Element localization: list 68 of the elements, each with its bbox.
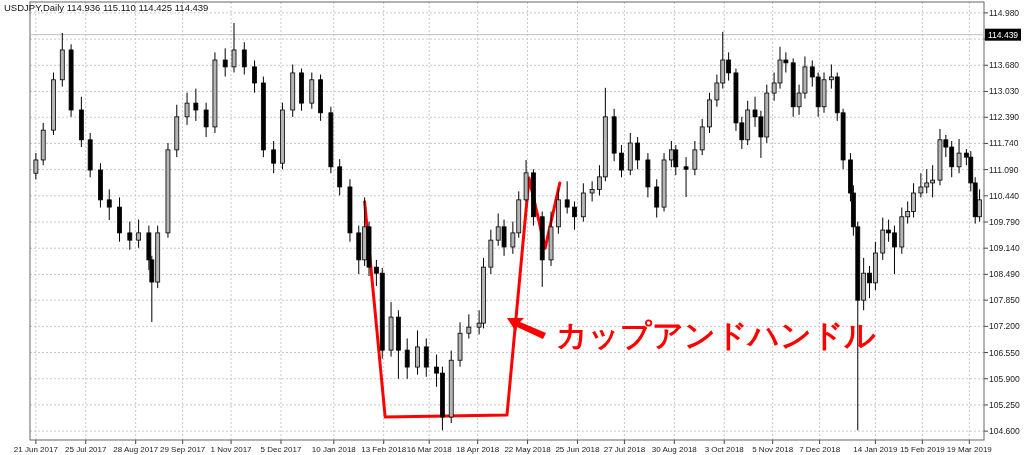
candlestick (309, 72, 315, 110)
candlestick (184, 92, 190, 126)
candlestick (673, 144, 679, 176)
x-tick-label: 25 Jul 2017 (65, 445, 107, 454)
x-tick-label: 7 Dec 2018 (799, 445, 841, 454)
candlestick (589, 180, 595, 202)
x-tick-label: 28 Aug 2017 (113, 445, 159, 454)
y-tick-label: 109.790 (989, 217, 1020, 228)
candlestick (580, 182, 586, 223)
candlestick (692, 140, 698, 176)
y-tick-label: 111.740 (989, 138, 1019, 149)
candlestick (423, 337, 429, 378)
x-tick-label: 13 Feb 2018 (361, 445, 407, 454)
y-tick-label: 111.090 (989, 164, 1019, 175)
y-tick-label: 110.440 (989, 190, 1020, 201)
candlestick (564, 180, 570, 215)
candlestick (635, 136, 641, 170)
candlestick (404, 337, 410, 380)
candlestick (33, 152, 39, 180)
y-tick-label: 114.980 (989, 7, 1020, 18)
candlestick (699, 118, 705, 156)
x-tick-label: 3 Oct 2018 (704, 445, 745, 454)
candlestick (203, 102, 209, 138)
candlestick (466, 313, 472, 339)
candlestick (222, 47, 228, 78)
x-tick-label: 14 Jan 2019 (853, 445, 898, 454)
candlestick (136, 219, 142, 249)
x-tick-label: 21 Jun 2017 (13, 445, 59, 454)
y-tick-label: 112.390 (989, 112, 1020, 123)
candlestick (668, 140, 674, 168)
candlestick (415, 329, 420, 376)
x-tick-label: 25 Jun 2018 (555, 445, 601, 454)
candlestick (241, 41, 247, 76)
ref-line-label: 114.439 (988, 29, 1019, 40)
x-tick-label: 10 Jan 2018 (311, 445, 357, 454)
y-tick-label: 113.030 (989, 86, 1020, 97)
candlestick (252, 59, 257, 94)
x-tick-label: 22 May 2018 (504, 445, 552, 454)
candlestick (193, 88, 199, 122)
y-tick-label: 107.200 (989, 321, 1020, 332)
x-tick-label: 27 Jul 2018 (603, 445, 646, 454)
x-tick-label: 18 Apr 2018 (456, 445, 500, 454)
candlestick (619, 144, 624, 178)
x-tick-label: 16 Mar 2018 (406, 445, 453, 454)
candlestick (572, 200, 577, 231)
chart-title: USDJPY,Daily 114.936 115.110 114.425 114.439 (4, 2, 209, 13)
x-tick-label: 30 Aug 2018 (651, 445, 698, 454)
x-tick-label: 15 Feb 2019 (899, 445, 946, 454)
candlestick (271, 140, 277, 174)
y-tick-label: 107.850 (989, 295, 1020, 306)
candlestick (337, 158, 343, 196)
x-tick-label: 5 Dec 2017 (260, 445, 302, 454)
x-tick-label: 1 Nov 2017 (210, 445, 253, 454)
candlestick (956, 138, 962, 174)
y-tick-label: 108.490 (989, 269, 1020, 280)
y-tick-label: 104.600 (989, 426, 1020, 437)
y-tick-label: 105.250 (989, 399, 1020, 410)
y-tick-label: 113.680 (989, 60, 1020, 71)
x-tick-label: 29 Sep 2017 (159, 445, 206, 454)
candlestick (106, 188, 112, 221)
candlestick (127, 221, 133, 251)
y-tick-label: 109.140 (989, 243, 1020, 254)
x-tick-label: 5 Nov 2018 (752, 445, 794, 454)
candlestick (683, 156, 689, 198)
candlestick (654, 178, 660, 219)
y-tick-label: 105.900 (989, 373, 1020, 384)
y-tick-label: 106.550 (989, 347, 1020, 358)
x-tick-label: 19 Mar 2019 (946, 445, 993, 454)
